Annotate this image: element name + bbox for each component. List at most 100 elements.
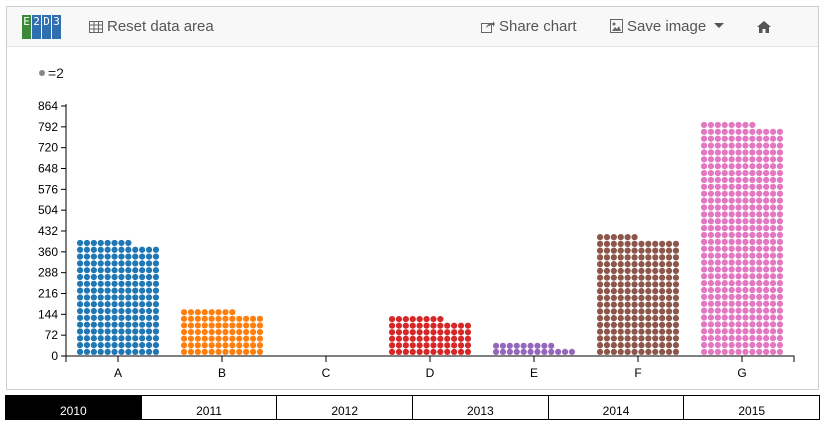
bar-dot: [638, 342, 645, 349]
bar-dot: [145, 267, 153, 274]
bar-dot: [769, 348, 777, 355]
save-label: Save image: [627, 18, 707, 35]
bar-dot: [603, 288, 611, 295]
bar-dot: [721, 314, 728, 321]
bar-dot: [645, 267, 652, 274]
bar-dot: [742, 231, 749, 239]
bar-dot: [776, 273, 784, 280]
unit-dot-icon: [39, 70, 45, 76]
bar-dot: [104, 273, 111, 281]
bar-dot: [139, 341, 146, 349]
bar-dot: [256, 315, 264, 322]
bar-dot: [90, 341, 97, 349]
bar-dot: [638, 321, 645, 328]
home-button[interactable]: [757, 7, 775, 47]
bar-A[interactable]: [76, 239, 160, 355]
bar-dot: [187, 309, 195, 316]
year-tab-2010[interactable]: 2010: [6, 396, 142, 419]
bar-dot: [645, 247, 652, 254]
bar-G[interactable]: [700, 121, 784, 355]
bar-dot: [776, 300, 784, 307]
bar-dot: [83, 301, 91, 308]
bar-dot: [104, 246, 111, 253]
bar-dot: [243, 335, 250, 342]
bar-dot: [596, 261, 604, 268]
bar-dot: [659, 294, 666, 301]
bar-dot: [742, 149, 749, 156]
bar-dot: [152, 307, 160, 315]
bar-dot: [776, 266, 784, 273]
bar-dot: [763, 142, 770, 149]
bar-dot: [735, 218, 742, 225]
bar-F[interactable]: [596, 234, 680, 355]
x-tick-label: G: [737, 366, 746, 380]
bar-dot: [769, 149, 777, 156]
bar-dot: [735, 348, 742, 355]
bar-dot: [763, 286, 770, 294]
bar-dot: [735, 328, 742, 335]
e2d3-logo[interactable]: E 2 D 3: [22, 15, 62, 39]
bar-dot: [145, 328, 153, 335]
bar-dot: [728, 238, 735, 245]
bar-dot: [152, 253, 160, 260]
reset-data-area-button[interactable]: Reset data area: [89, 7, 214, 47]
bar-D[interactable]: [388, 316, 472, 355]
bar-dot: [97, 314, 104, 321]
bar-dot: [222, 315, 229, 322]
bar-dot: [624, 254, 631, 261]
bar-dot: [700, 211, 708, 218]
bar-dot: [714, 273, 721, 280]
bar-dot: [118, 280, 125, 287]
bar-dot: [728, 259, 735, 266]
bar-dot: [728, 300, 735, 307]
bar-dot: [617, 348, 624, 355]
bar-dot: [707, 314, 715, 321]
bar-dot: [437, 322, 444, 329]
bar-dot: [769, 300, 777, 307]
bar-dot: [735, 293, 742, 300]
bar-dot: [714, 142, 721, 149]
bar-dot: [125, 348, 132, 355]
save-image-dropdown[interactable]: Save image: [610, 7, 725, 47]
bar-E[interactable]: [492, 342, 576, 355]
share-chart-button[interactable]: Share chart: [481, 7, 577, 47]
bar-dot: [728, 204, 735, 211]
bar-dot: [707, 211, 715, 218]
bar-dot: [735, 170, 742, 177]
bar-dot: [132, 348, 139, 355]
year-tab-2012[interactable]: 2012: [277, 396, 414, 419]
bar-dot: [652, 267, 659, 274]
bar-dot: [659, 267, 666, 274]
bar-dot: [707, 328, 715, 335]
year-tab-2015[interactable]: 2015: [684, 396, 820, 419]
year-tab-2014[interactable]: 2014: [548, 396, 685, 419]
bar-dot: [97, 321, 104, 328]
bar-dot: [763, 273, 770, 280]
bar-dot: [742, 259, 749, 266]
bar-dot: [776, 225, 784, 232]
bar-dot: [707, 321, 715, 328]
bar-dot: [714, 286, 721, 294]
year-tab-2011[interactable]: 2011: [141, 396, 278, 419]
bar-dot: [769, 176, 777, 184]
bar-dot: [388, 329, 396, 336]
logo-letter: 3: [52, 15, 61, 39]
bar-dot: [721, 190, 728, 197]
bar-dot: [659, 308, 666, 315]
bar-dot: [776, 307, 784, 314]
bar-dot: [700, 280, 708, 287]
bar-dot: [728, 266, 735, 273]
bar-dot: [652, 288, 659, 295]
bar-dot: [194, 322, 201, 329]
bar-dot: [610, 335, 617, 342]
bar-dot: [763, 218, 770, 225]
bar-dot: [707, 128, 715, 135]
year-tab-2013[interactable]: 2013: [413, 396, 549, 419]
bar-dot: [617, 234, 624, 241]
bar-dot: [236, 342, 243, 349]
bar-dot: [388, 322, 396, 329]
bar-dot: [700, 170, 708, 177]
bar-dot: [735, 307, 742, 314]
bar-dot: [700, 128, 708, 135]
bar-B[interactable]: [180, 309, 264, 355]
